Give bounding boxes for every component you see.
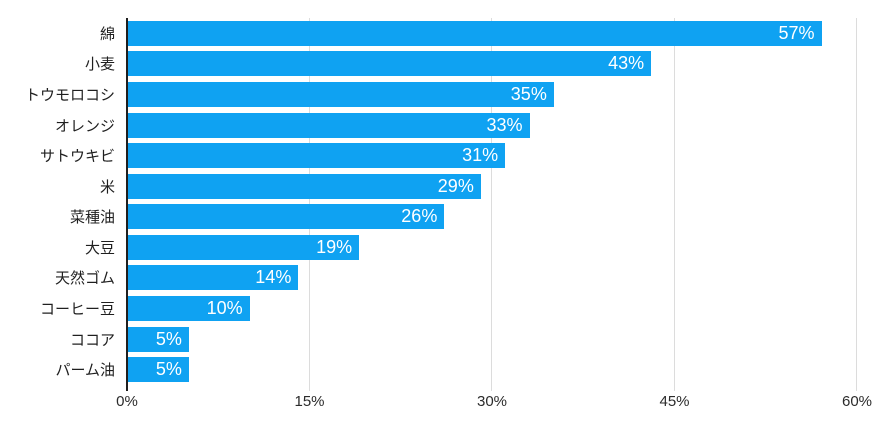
bar: 43% [128, 51, 652, 77]
bar-value-label: 31% [462, 145, 499, 166]
bar-track: 19% [127, 234, 857, 260]
x-tick-label: 60% [841, 393, 873, 410]
bar-value-label: 29% [437, 175, 474, 196]
category-label: 米 [99, 178, 115, 196]
bar: 5% [128, 357, 189, 383]
category-label: パーム油 [55, 362, 115, 380]
bar-value-label: 14% [255, 267, 292, 288]
category-label: 菜種油 [69, 209, 115, 227]
category-label: サトウキビ [39, 148, 115, 166]
bar-track: 10% [127, 295, 857, 321]
bar-track: 43% [127, 51, 857, 77]
bar: 14% [128, 265, 299, 291]
category-label: 天然ゴム [54, 270, 115, 288]
bar: 57% [128, 20, 822, 46]
category-label: コーヒー豆 [39, 300, 115, 318]
gridline [491, 18, 492, 391]
bar-track: 57% [127, 20, 857, 46]
bar-row: 米 29% [0, 171, 857, 202]
category-label: オレンジ [54, 117, 115, 135]
bar-track: 5% [127, 326, 857, 352]
bar: 31% [128, 143, 506, 169]
bar-track: 29% [127, 173, 857, 199]
bar-row: 天然ゴム 14% [0, 263, 857, 294]
category-label: 小麦 [84, 56, 115, 74]
bar: 19% [128, 234, 360, 260]
bar-value-label: 19% [316, 236, 353, 257]
category-label: 綿 [99, 25, 115, 43]
x-tick-label: 30% [476, 393, 508, 410]
bar-track: 26% [127, 204, 857, 230]
x-tick-label: 15% [294, 393, 325, 410]
x-axis: 0% 15% 30% 45% 60% [116, 393, 872, 413]
bar: 35% [128, 81, 554, 107]
x-tick-label: 45% [659, 393, 690, 410]
bar-row: 綿 57% [0, 18, 857, 49]
category-label: トウモロコシ [24, 86, 115, 104]
bar-row: 菜種油 26% [0, 201, 857, 232]
bar: 26% [128, 204, 445, 230]
bar-value-label: 10% [206, 297, 243, 318]
bar: 33% [128, 112, 530, 138]
category-label: ココア [69, 331, 115, 349]
bar-track: 35% [127, 81, 857, 107]
bar-value-label: 57% [778, 22, 815, 43]
bar-row: トウモロコシ 35% [0, 79, 857, 110]
bar-value-label: 5% [155, 328, 182, 349]
bar-value-label: 26% [401, 206, 438, 227]
bar-row: 大豆 19% [0, 232, 857, 263]
bar-row: 小麦 43% [0, 49, 857, 80]
bar-row: サトウキビ 31% [0, 140, 857, 171]
bar-track: 5% [127, 357, 857, 383]
category-label: 大豆 [84, 239, 115, 257]
bar-value-label: 35% [510, 83, 547, 104]
bar: 10% [128, 295, 250, 321]
bar-track: 14% [127, 265, 857, 291]
bar-row: コーヒー豆 10% [0, 293, 857, 324]
bar-track: 33% [127, 112, 857, 138]
bar-row: オレンジ 33% [0, 110, 857, 141]
bar: 5% [128, 326, 189, 352]
bar-track: 31% [127, 143, 857, 169]
x-tick-label: 0% [116, 393, 138, 410]
gridline [673, 18, 675, 391]
y-axis-line [126, 18, 128, 391]
gridline [856, 18, 857, 391]
bar-rows: 綿 57% 小麦 43% トウモロコシ 35% オレンジ 33% サトウキビ 31% 米 29% 菜種油… [0, 18, 857, 385]
bar-row: パーム油 5% [0, 354, 857, 385]
bar-value-label: 5% [155, 359, 182, 380]
bar-value-label: 33% [486, 114, 523, 135]
bar-value-label: 43% [608, 53, 645, 74]
bar-row: ココア 5% [0, 324, 857, 355]
bar: 29% [128, 173, 481, 199]
